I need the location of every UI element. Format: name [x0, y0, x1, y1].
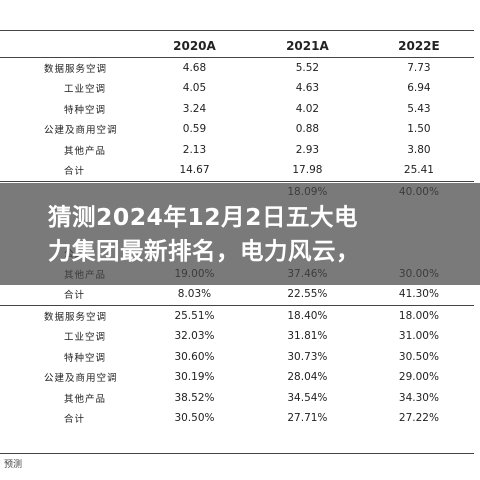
table-cell: 25.41 — [403, 164, 434, 177]
row-label: 特种空调 — [64, 352, 107, 364]
table-cell: 14.67 — [179, 164, 210, 177]
table-cell: 28.04% — [287, 371, 328, 384]
row-label: 合计 — [64, 290, 86, 302]
table-cell: 31.81% — [287, 330, 328, 343]
row-label: 公建及商用空调 — [44, 373, 118, 385]
headline-line-2: 力集团最新排名，电力风云， — [48, 237, 360, 265]
table-cell: 3.80 — [407, 143, 431, 156]
table-cell: 17.98 — [292, 164, 323, 177]
row-label: 合计 — [64, 414, 86, 426]
table-row: 其他产品 2.13 2.93 3.80 — [0, 140, 474, 161]
banner-overlay — [0, 183, 480, 285]
header-2022e: 2022E — [363, 36, 474, 58]
row-label: 公建及商用空调 — [44, 125, 118, 137]
table-row: 公建及商用空调 30.19% 28.04% 29.00% — [0, 367, 474, 388]
row-label: 工业空调 — [64, 332, 107, 344]
header-row: 2020A 2021A 2022E — [0, 36, 474, 58]
table-cell: 41.30% — [398, 288, 439, 301]
table-cell: 2.93 — [295, 143, 320, 156]
table-cell: 22.55% — [287, 288, 328, 301]
table-row: 合计 8.03% 22.55% 41.30% — [0, 284, 474, 305]
table-cell: 27.71% — [287, 412, 328, 425]
table-cell: 30.50% — [174, 412, 215, 425]
table-cell: 30.73% — [287, 350, 328, 363]
table-cell: 0.59 — [182, 123, 207, 136]
footnote: 预测 — [4, 460, 23, 470]
table-cell: 4.02 — [295, 102, 320, 115]
table-row: 工业空调 32.03% 31.81% 31.00% — [0, 326, 474, 347]
table-cell: 30.50% — [398, 350, 439, 363]
table-cell: 30.19% — [174, 371, 215, 384]
table-row: 公建及商用空调 0.59 0.88 1.50 — [0, 119, 474, 140]
table-cell: 30.60% — [174, 350, 215, 363]
table-cell: 25.51% — [138, 304, 251, 326]
row-label: 合计 — [64, 166, 86, 178]
table-row: 合计 30.50% 27.71% 27.22% — [0, 408, 474, 429]
table-cell: 27.22% — [398, 412, 439, 425]
table-cell: 32.03% — [174, 330, 215, 343]
row-label: 其他产品 — [64, 393, 107, 405]
table-cell: 31.00% — [398, 330, 439, 343]
row-label: 数据服务空调 — [44, 63, 108, 75]
table-row: 其他产品 38.52% 34.54% 34.30% — [0, 388, 474, 409]
table-cell: 4.05 — [182, 82, 207, 95]
table-row: 数据服务空调 25.51% 18.40% 18.00% — [0, 304, 474, 326]
table-row: 数据服务空调 4.68 5.52 7.73 — [0, 57, 474, 78]
row-label: 工业空调 — [64, 84, 107, 96]
bottom-rule — [0, 453, 474, 454]
table-cell: 34.30% — [398, 391, 439, 404]
top-rule — [0, 30, 474, 31]
headline-banner: 猜测2024年12月2日五大电 力集团最新排名，电力风云， — [48, 200, 478, 268]
table-cell: 18.40% — [250, 304, 364, 326]
table-cell: 5.52 — [295, 61, 320, 74]
row-label: 特种空调 — [64, 104, 107, 116]
table-row: 特种空调 30.60% 30.73% 30.50% — [0, 347, 474, 368]
table-row: 合计 14.67 17.98 25.41 — [0, 160, 474, 181]
table-cell: 18.00% — [363, 304, 474, 326]
header-blank — [0, 36, 138, 58]
table-cell: 3.24 — [182, 102, 207, 115]
table-cell: 4.63 — [295, 82, 320, 95]
table-cell: 0.88 — [295, 123, 320, 136]
row-label: 其他产品 — [64, 145, 107, 157]
table-cell: 6.94 — [407, 82, 431, 95]
table-cell: 7.73 — [407, 61, 431, 74]
table-cell: 2.13 — [182, 143, 207, 156]
table-cell: 5.43 — [407, 102, 431, 115]
header-2020a: 2020A — [138, 36, 251, 58]
table-row: 工业空调 4.05 4.63 6.94 — [0, 78, 474, 99]
table-cell: 4.68 — [182, 61, 207, 74]
header-2021a: 2021A — [250, 36, 364, 58]
headline-line-1: 猜测2024年12月2日五大电 — [48, 203, 358, 231]
table-cell: 29.00% — [398, 371, 439, 384]
row-label: 数据服务空调 — [0, 304, 138, 326]
table-cell: 38.52% — [174, 391, 215, 404]
table-cell: 34.54% — [287, 391, 328, 404]
table-cell: 1.50 — [407, 123, 431, 136]
table-cell: 8.03% — [177, 288, 212, 301]
table-row: 特种空调 3.24 4.02 5.43 — [0, 99, 474, 120]
